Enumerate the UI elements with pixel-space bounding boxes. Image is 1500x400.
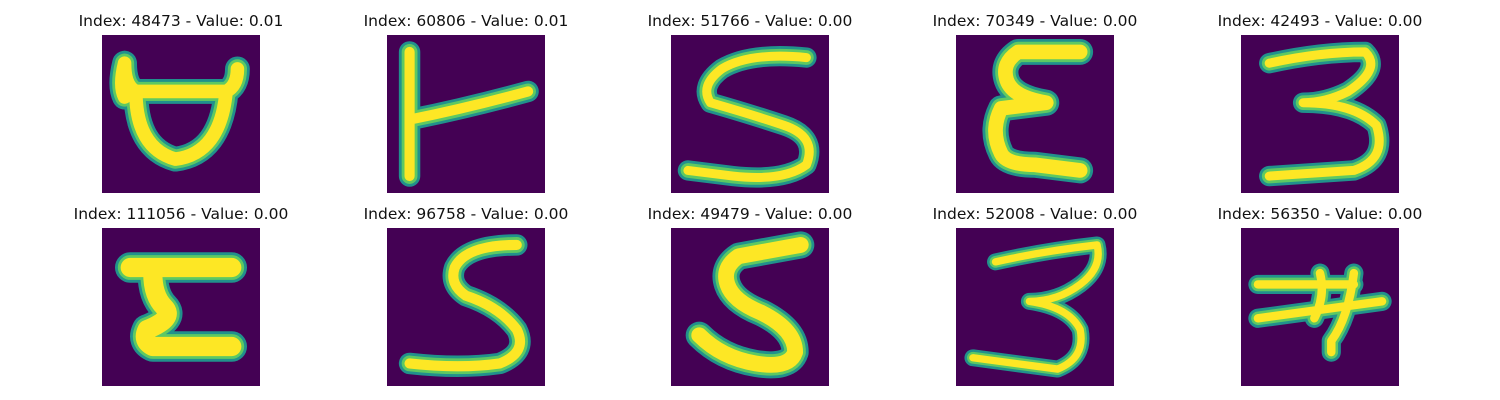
digit-image xyxy=(671,228,829,386)
panel-title: Index: 51766 - Value: 0.00 xyxy=(647,12,853,30)
panel-title: Index: 42493 - Value: 0.00 xyxy=(1217,12,1423,30)
panel-title: Index: 70349 - Value: 0.00 xyxy=(932,12,1138,30)
crossed-4-glyph xyxy=(1241,228,1399,386)
digit-3-glyph xyxy=(956,228,1114,386)
panel-title: Index: 111056 - Value: 0.00 xyxy=(73,205,289,223)
digit-image xyxy=(1241,35,1399,193)
grid-cell-4: Index: 70349 - Value: 0.00 xyxy=(920,9,1150,193)
digit-3-glyph xyxy=(1241,35,1399,193)
digit-image xyxy=(102,35,260,193)
grid-cell-8: Index: 49479 - Value: 0.00 xyxy=(635,202,865,386)
panel-title: Index: 48473 - Value: 0.01 xyxy=(78,12,284,30)
digit-image xyxy=(387,35,545,193)
digit-image xyxy=(956,228,1114,386)
digit-image xyxy=(387,228,545,386)
grid-cell-7: Index: 96758 - Value: 0.00 xyxy=(351,202,581,386)
digit-image xyxy=(102,228,260,386)
digit-image xyxy=(956,35,1114,193)
digit-5-glyph xyxy=(387,228,545,386)
z-shape-glyph xyxy=(102,228,260,386)
digit-5-glyph xyxy=(671,228,829,386)
grid-cell-2: Index: 60806 - Value: 0.01 xyxy=(351,9,581,193)
panel-title: Index: 52008 - Value: 0.00 xyxy=(932,205,1138,223)
grid-cell-5: Index: 42493 - Value: 0.00 xyxy=(1205,9,1435,193)
digit-image xyxy=(671,35,829,193)
grid-cell-3: Index: 51766 - Value: 0.00 xyxy=(635,9,865,193)
open-cup-glyph xyxy=(102,35,260,193)
panel-title: Index: 60806 - Value: 0.01 xyxy=(363,12,569,30)
grid-cell-9: Index: 52008 - Value: 0.00 xyxy=(920,202,1150,386)
grid-cell-10: Index: 56350 - Value: 0.00 xyxy=(1205,202,1435,386)
digit-image xyxy=(1241,228,1399,386)
panel-title: Index: 96758 - Value: 0.00 xyxy=(363,205,569,223)
digit-5-glyph xyxy=(671,35,829,193)
epsilon-glyph xyxy=(956,35,1114,193)
line-arm-glyph xyxy=(387,35,545,193)
panel-title: Index: 49479 - Value: 0.00 xyxy=(647,205,853,223)
grid-cell-1: Index: 48473 - Value: 0.01 xyxy=(66,9,296,193)
panel-title: Index: 56350 - Value: 0.00 xyxy=(1217,205,1423,223)
grid-cell-6: Index: 111056 - Value: 0.00 xyxy=(66,202,296,386)
